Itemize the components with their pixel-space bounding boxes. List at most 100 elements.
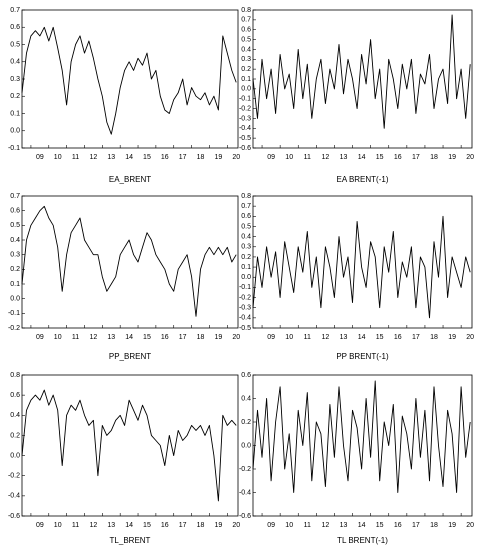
x-axis-label: TL_BRENT	[110, 536, 151, 545]
y-tick-label: 0.5	[10, 222, 20, 229]
y-tick-label: 0.0	[241, 86, 251, 93]
y-tick-label: -0.1	[8, 145, 20, 152]
x-tick-label: 13	[107, 334, 115, 341]
x-tick-label: 09	[267, 334, 275, 341]
plot-frame	[21, 195, 239, 329]
x-tick-label: 13	[340, 154, 348, 161]
y-tick-label: 0.2	[241, 419, 251, 426]
x-tick-label: 12	[90, 334, 98, 341]
x-tick-label: 15	[376, 154, 384, 161]
x-tick-label: 11	[304, 154, 311, 161]
x-axis-label: PP_BRENT	[109, 352, 151, 361]
y-tick-label: -0.3	[239, 305, 251, 312]
x-tick-label: 17	[412, 154, 420, 161]
y-tick-label: 0.5	[241, 223, 251, 230]
y-tick-label: -0.5	[239, 135, 251, 142]
y-tick-label: 0.4	[10, 412, 20, 419]
x-tick-label: 20	[232, 522, 240, 529]
x-axis-label: PP BRENT(-1)	[336, 352, 389, 361]
y-tick-label: 0.4	[10, 59, 20, 66]
x-tick-label: 14	[358, 334, 366, 341]
y-tick-label: -0.4	[8, 493, 20, 500]
x-tick-label: 14	[125, 334, 133, 341]
x-tick-label: 09	[36, 334, 44, 341]
y-tick-label: -0.2	[239, 294, 251, 301]
plot-frame	[252, 9, 473, 149]
x-tick-label: 17	[179, 154, 187, 161]
x-tick-label: 15	[143, 154, 151, 161]
y-tick-label: 0.2	[10, 93, 20, 100]
x-tick-label: 16	[394, 334, 402, 341]
x-tick-label: 09	[36, 522, 44, 529]
x-tick-label: 19	[448, 334, 456, 341]
x-tick-label: 09	[267, 154, 275, 161]
plot-frame	[21, 9, 239, 149]
y-tick-label: 0.8	[241, 7, 251, 14]
y-tick-label: 0.2	[10, 432, 20, 439]
x-tick-label: 11	[304, 334, 311, 341]
x-tick-label: 10	[54, 154, 62, 161]
x-tick-label: 18	[197, 334, 205, 341]
x-tick-label: 20	[466, 522, 474, 529]
y-tick-label: -0.1	[239, 96, 251, 103]
x-tick-label: 18	[197, 154, 205, 161]
y-tick-label: 0.3	[241, 244, 251, 251]
x-tick-label: 12	[90, 154, 98, 161]
x-tick-label: 16	[394, 522, 402, 529]
x-tick-label: 13	[340, 334, 348, 341]
series-line	[21, 389, 237, 502]
y-tick-label: 0.7	[10, 193, 20, 200]
x-tick-label: 17	[412, 334, 420, 341]
y-tick-label: 0.7	[241, 203, 251, 210]
y-tick-label: 0.4	[241, 46, 251, 53]
x-tick-label: 09	[267, 522, 275, 529]
x-tick-label: 15	[143, 522, 151, 529]
x-tick-label: 13	[107, 522, 115, 529]
x-tick-label: 19	[448, 522, 456, 529]
x-tick-label: 11	[72, 334, 79, 341]
x-tick-label: 18	[430, 522, 438, 529]
x-tick-label: 16	[161, 154, 169, 161]
x-tick-label: 14	[358, 522, 366, 529]
y-tick-label: 0.7	[241, 17, 251, 24]
x-tick-label: 16	[394, 154, 402, 161]
y-tick-label: -0.2	[239, 105, 251, 112]
y-tick-label: 0.8	[241, 193, 251, 200]
y-tick-label: 0.0	[241, 442, 251, 449]
x-tick-label: 18	[197, 522, 205, 529]
x-tick-label: 14	[125, 522, 133, 529]
y-tick-label: 0.5	[10, 41, 20, 48]
series-line	[252, 14, 471, 129]
x-tick-label: 11	[304, 522, 311, 529]
x-tick-label: 12	[321, 522, 329, 529]
x-tick-label: 20	[232, 154, 240, 161]
y-tick-label: -0.5	[239, 325, 251, 332]
x-axis-label: EA_BRENT	[109, 175, 151, 184]
y-tick-label: -0.6	[239, 145, 251, 152]
x-tick-label: 19	[214, 154, 222, 161]
x-tick-label: 14	[358, 154, 366, 161]
x-tick-label: 16	[161, 334, 169, 341]
x-tick-label: 18	[430, 334, 438, 341]
x-tick-label: 09	[36, 154, 44, 161]
x-tick-label: 20	[466, 334, 474, 341]
series-line	[21, 205, 237, 317]
y-tick-label: 0.1	[241, 76, 251, 83]
x-tick-label: 18	[430, 154, 438, 161]
x-tick-label: 12	[321, 334, 329, 341]
y-tick-label: 0.0	[10, 452, 20, 459]
y-tick-label: 0.6	[10, 392, 20, 399]
plot-frame	[252, 195, 473, 329]
y-tick-label: 0.8	[10, 372, 20, 379]
x-axis-label: EA BRENT(-1)	[336, 175, 388, 184]
x-tick-label: 10	[285, 154, 293, 161]
x-tick-label: 14	[125, 154, 133, 161]
y-tick-label: -0.2	[8, 473, 20, 480]
y-tick-label: 0.2	[10, 266, 20, 273]
x-tick-label: 12	[90, 522, 98, 529]
plot-frame	[21, 374, 239, 517]
series-line	[252, 215, 471, 319]
y-tick-label: 0.0	[241, 274, 251, 281]
y-tick-label: -0.1	[239, 284, 251, 291]
x-tick-label: 15	[143, 334, 151, 341]
